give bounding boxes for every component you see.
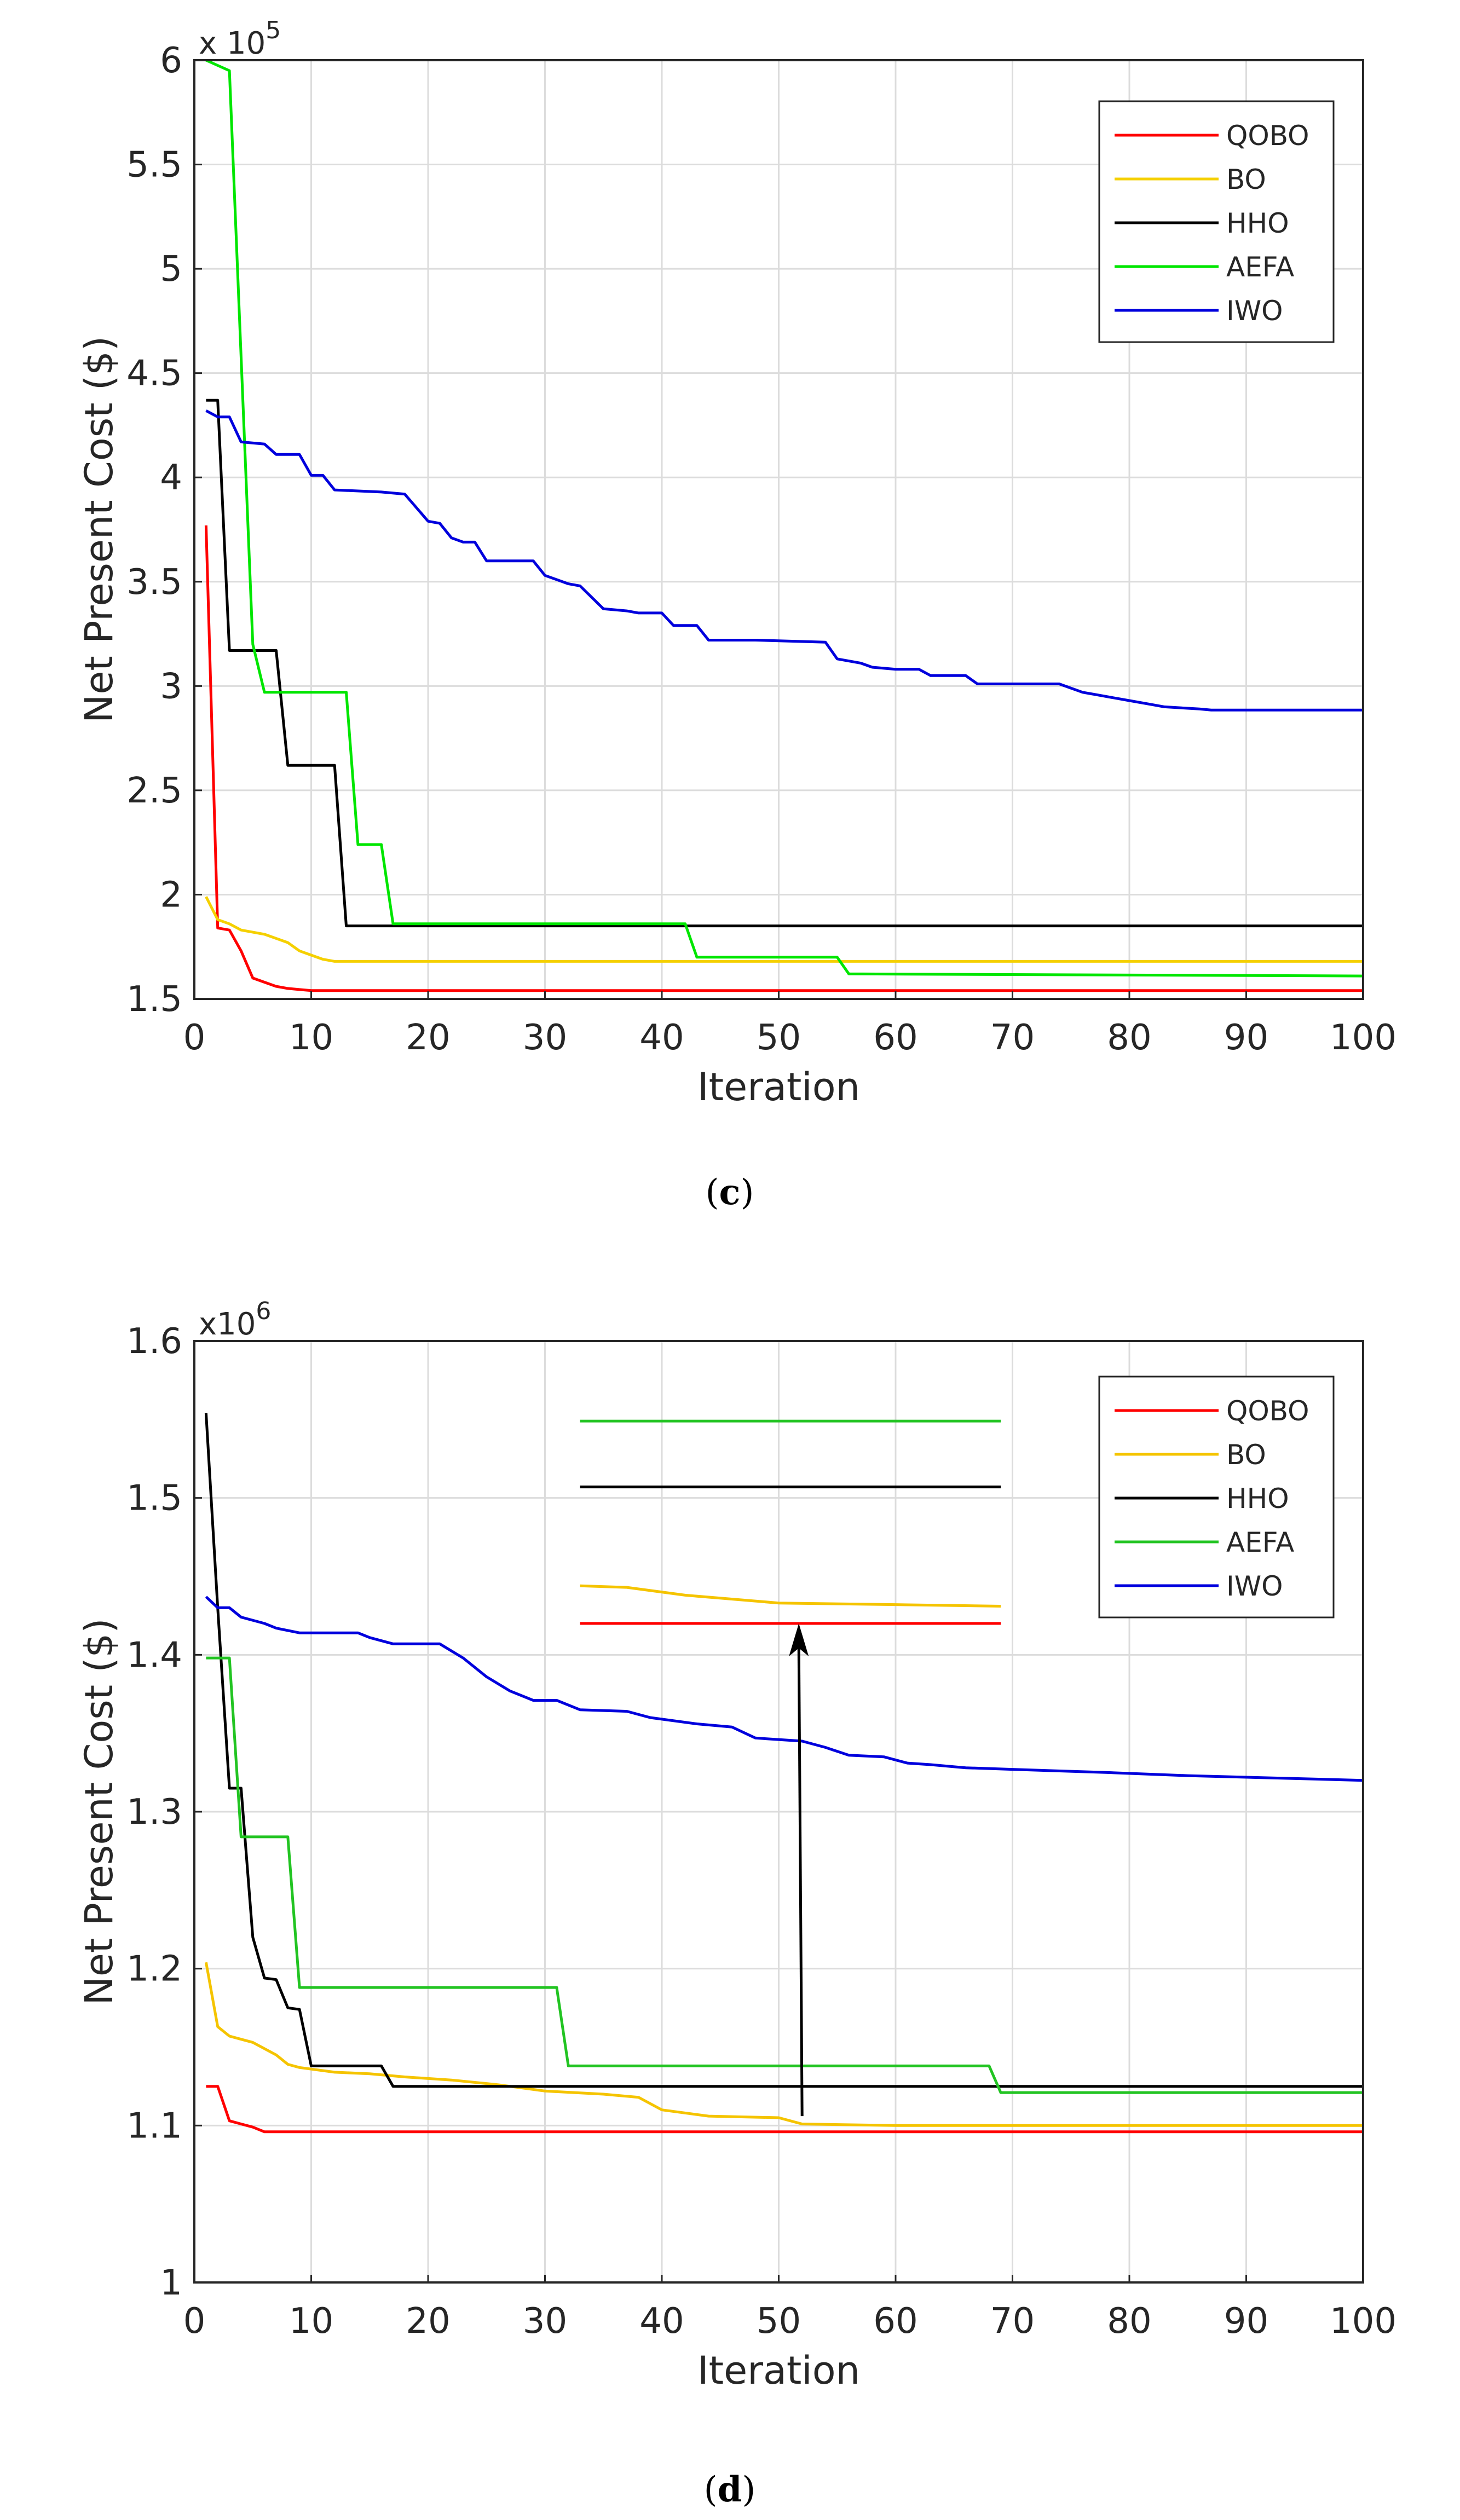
x-tick-label: 30 [523,1018,567,1058]
legend-label-aefa: AEFA [1226,251,1294,283]
y-tick-label: 3.5 [126,562,182,603]
series-bo-line [204,1962,1363,2127]
zoom-arrow-shaft [797,1645,804,2117]
caption-c: (c) [706,1172,754,1213]
x-axis-title-c: Iteration [697,1065,860,1109]
y-multiplier-c: x 105 [199,16,281,61]
x-tick-label: 20 [406,2301,450,2342]
legend-c: QOBO BO HHO AEFA IWO [1098,100,1335,343]
series-qobo-line [206,2085,1363,2134]
y-tick-label: 4.5 [126,354,182,394]
y-tick-label: 1.6 [126,1321,182,1362]
caption-d: (d) [704,2469,756,2510]
x-tick-label: 80 [1107,2301,1151,2342]
legend-label-hho: HHO [1226,207,1289,239]
y-tick-label: 5.5 [126,145,182,186]
y-tick-label: 2.5 [126,771,182,811]
y-axis-title-c: Net Present Cost ($) [77,336,122,723]
series-aefa-line [205,59,1364,978]
ticks-c: 0 10 20 30 40 50 60 70 80 90 100 1.5 2 2.5 3 3.5 4 4.5 5 5.… [126,41,1396,1058]
y-tick-label: 1.5 [126,979,182,1020]
x-tick-label: 10 [289,1018,333,1058]
series-qobo-line [204,525,1363,992]
x-tick-label: 40 [639,2301,684,2342]
y-tick-label: 1.1 [126,2106,182,2146]
legend-label-qobo: QOBO [1226,120,1309,152]
x-tick-label: 100 [1330,2301,1396,2342]
y-tick-label: 1.3 [126,1792,182,1833]
y-tick-label: 6 [160,41,182,81]
legend-d: QOBO BO HHO AEFA IWO [1098,1375,1335,1619]
x-tick-label: 0 [183,1018,206,1058]
legend-label-hho: HHO [1226,1483,1289,1515]
y-tick-label: 1.2 [126,1949,182,1990]
chart-panel-c: 0 10 20 30 40 50 60 70 80 90 100 1.5 2 2.5 3 3.5 4 4.5 5 5.… [77,16,1396,1213]
x-tick-label: 40 [639,1018,684,1058]
ticks-d: 0 10 20 30 40 50 60 70 80 90 100 1 1.1 1.2 1.3 1.4 1.5 1.… [126,1321,1396,2342]
y-tick-label: 1.5 [126,1478,182,1519]
series-iwo-line [205,1596,1364,1782]
x-tick-label: 80 [1107,1018,1151,1058]
y-tick-label: 1 [160,2263,182,2303]
y-axis-title-d: Net Present Cost ($) [77,1618,122,2005]
series-hho-line [204,1413,1363,2088]
x-tick-label: 10 [289,2301,333,2342]
x-tick-label: 90 [1224,1018,1268,1058]
zoom-arrow-head [789,1623,809,1656]
series-iwo-line [205,409,1363,712]
inset-bo-line [580,1584,1001,1608]
legend-label-bo: BO [1226,1439,1266,1471]
y-tick-label: 1.4 [126,1635,182,1675]
series-layer-d [204,1413,1364,2134]
x-tick-label: 60 [873,2301,917,2342]
x-axis-title-d: Iteration [697,2348,860,2393]
zoom-inset-d [580,1419,1001,2117]
y-tick-label: 4 [160,458,182,498]
series-layer-c [204,59,1364,992]
x-tick-label: 30 [523,2301,567,2342]
x-tick-label: 70 [990,1018,1035,1058]
y-tick-label: 3 [160,666,182,707]
y-tick-label: 5 [160,249,182,290]
x-tick-label: 50 [757,1018,801,1058]
y-tick-label: 2 [160,875,182,915]
y-multiplier-d: x106 [199,1297,271,1342]
x-tick-label: 70 [990,2301,1035,2342]
chart-panel-d: 0 10 20 30 40 50 60 70 80 90 100 1 1.1 1.2 1.3 1.4 1.5 1.… [77,1297,1396,2510]
x-tick-label: 90 [1224,2301,1268,2342]
series-bo-line [205,896,1363,963]
x-tick-label: 50 [757,2301,801,2342]
x-tick-label: 0 [183,2301,206,2342]
legend-label-bo: BO [1226,164,1266,195]
x-tick-label: 20 [406,1018,450,1058]
legend-label-iwo: IWO [1226,1570,1283,1602]
legend-label-qobo: QOBO [1226,1395,1309,1427]
legend-label-iwo: IWO [1226,295,1283,327]
x-tick-label: 100 [1330,1018,1396,1058]
series-hho-line [206,398,1363,928]
x-tick-label: 60 [873,1018,917,1058]
grid-c [194,60,1363,999]
series-aefa-line [206,1656,1363,2094]
legend-label-aefa: AEFA [1226,1527,1294,1558]
